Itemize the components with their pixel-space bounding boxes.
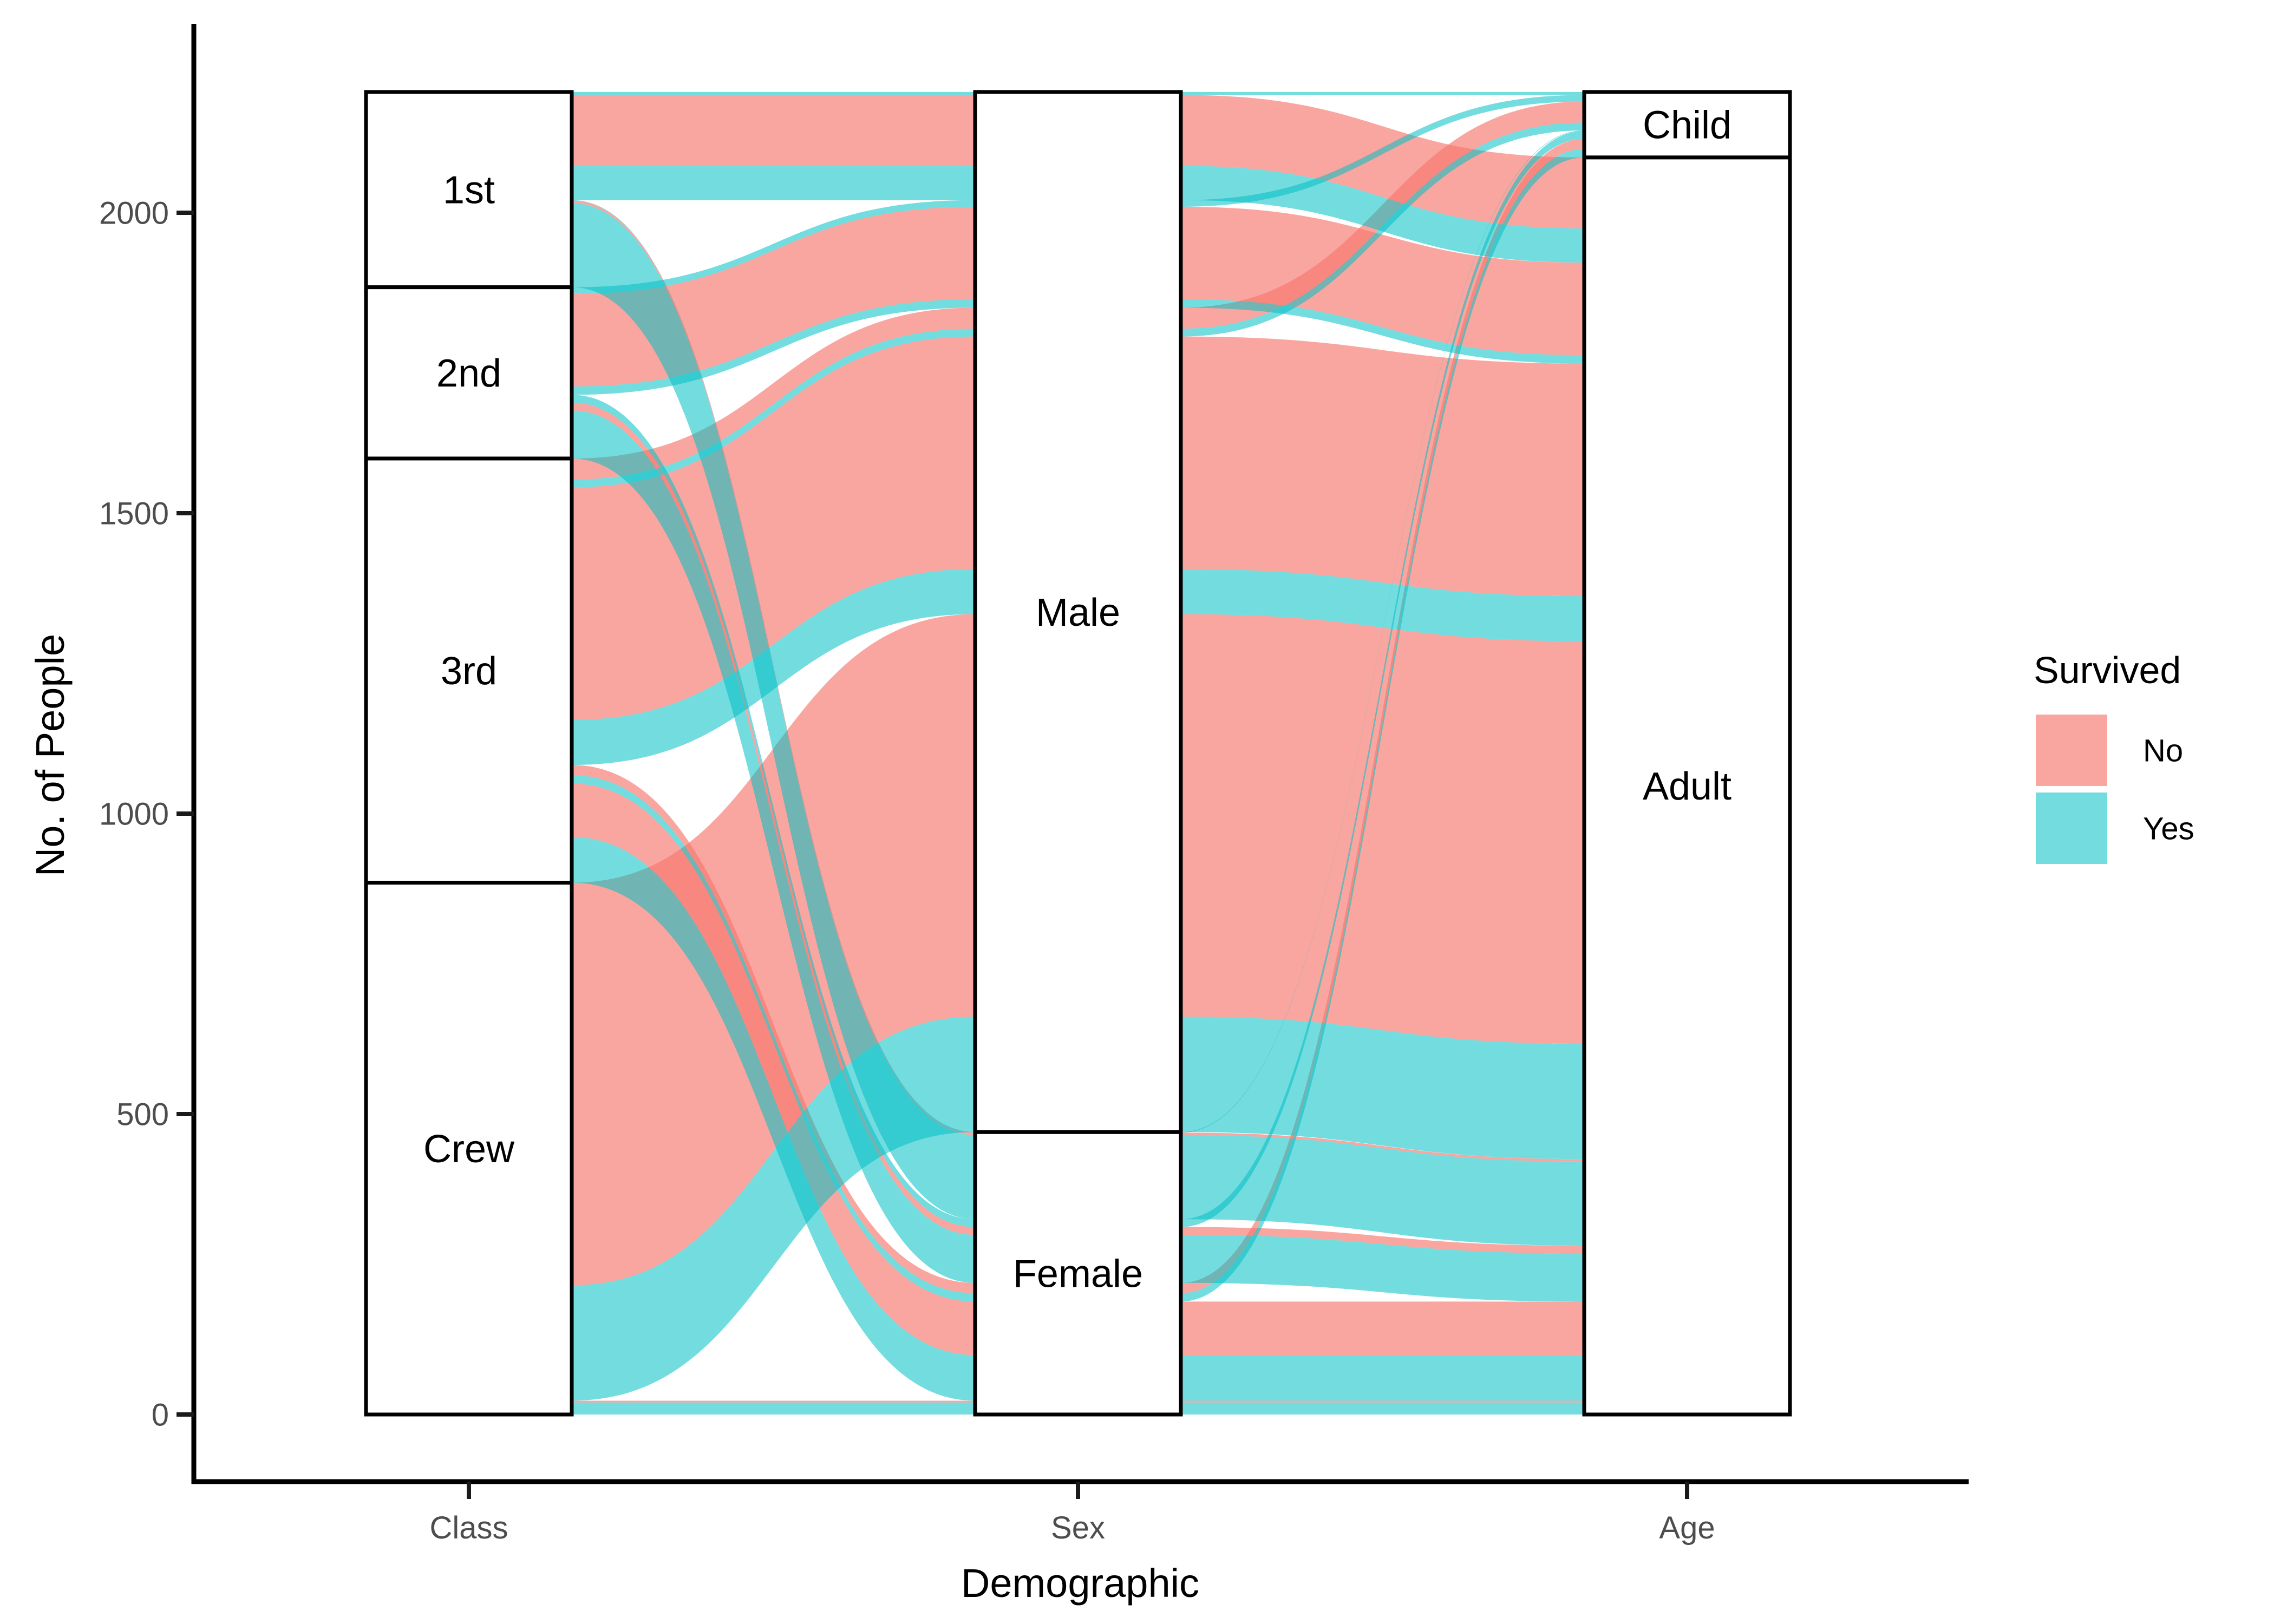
- y-tick-label-1500: 1500: [99, 496, 169, 531]
- y-axis-title: No. of People: [28, 634, 73, 876]
- flow-1st-male-child-yes-segment1: [572, 91, 975, 95]
- flow-2nd-female-adult-yes-segment2: [1181, 1235, 1584, 1302]
- flow-2nd-female-adult-yes-segment1: [572, 410, 975, 1283]
- flow-3rd-female-adult-yes-segment2: [1181, 1355, 1584, 1401]
- flow-1st-male-child-yes-segment2: [1181, 91, 1584, 95]
- flow-1st-female-child-yes-segment2: [1181, 130, 1584, 1133]
- flow-crew-female-adult-no-segment2: [1181, 1400, 1584, 1403]
- stratum-label-adult: Adult: [1643, 765, 1731, 808]
- flow-2nd-male-child-yes-segment2: [1181, 95, 1584, 207]
- stratum-label-female: Female: [1013, 1252, 1143, 1295]
- flow-3rd-male-child-no-segment1: [572, 307, 975, 480]
- flow-crew-female-adult-yes-segment1: [572, 1402, 975, 1415]
- flow-2nd-male-child-yes-segment1: [572, 200, 975, 294]
- flow-2nd-female-adult-no-segment2: [1181, 1227, 1584, 1254]
- stratum-child: [1582, 90, 1792, 160]
- flow-3rd-male-adult-no-segment1: [572, 336, 975, 720]
- flow-1st-female-adult-no-segment2: [1181, 1132, 1584, 1162]
- y-tick-label-2000: 2000: [99, 195, 169, 231]
- stratum-label-2nd: 2nd: [436, 352, 501, 395]
- x-tick-label-class: Class: [429, 1510, 508, 1546]
- flow-1st-male-adult-no-segment1: [572, 95, 975, 166]
- y-tick-label-0: 0: [152, 1397, 169, 1432]
- flow-crew-male-adult-yes-segment2: [1181, 1017, 1584, 1160]
- stratum-crew: [364, 881, 574, 1417]
- flow-2nd-male-adult-yes-segment2: [1181, 299, 1584, 364]
- flow-3rd-male-adult-yes-segment1: [572, 569, 975, 765]
- legend-key-yes-swatch: [2036, 793, 2107, 864]
- stratum-3rd: [364, 456, 574, 885]
- x-axis-ticks: Class Sex Age: [429, 1482, 1715, 1546]
- x-axis-title: Demographic: [961, 1561, 1199, 1606]
- flow-crew-male-adult-no-segment1: [572, 614, 975, 1286]
- flow-3rd-male-adult-yes-segment2: [1181, 569, 1584, 641]
- flow-crew-male-adult-no-segment2: [1181, 614, 1584, 1044]
- flow-3rd-male-adult-no-segment2: [1181, 336, 1584, 597]
- stratum-adult: [1582, 155, 1792, 1417]
- stratum-label-crew: Crew: [423, 1128, 515, 1171]
- flow-3rd-female-child-yes-segment1: [572, 775, 975, 1302]
- legend-label-no: No: [2143, 733, 2183, 768]
- legend-title: Survived: [2034, 649, 2181, 691]
- y-tick-label-1000: 1000: [99, 796, 169, 831]
- flow-crew-male-adult-yes-segment1: [572, 1017, 975, 1401]
- flow-1st-male-adult-yes-segment1: [572, 166, 975, 200]
- y-axis-ticks: 0 500 1000 1500 2000: [99, 195, 194, 1432]
- stratum-label-3rd: 3rd: [441, 650, 497, 693]
- flows-layer: [572, 91, 1584, 1415]
- y-tick-label-500: 500: [116, 1097, 169, 1132]
- flow-crew-female-adult-no-segment1: [572, 1400, 975, 1403]
- legend-key-no-swatch: [2036, 715, 2107, 786]
- flow-2nd-female-child-yes-segment2: [1181, 131, 1584, 1227]
- flow-3rd-female-adult-yes-segment1: [572, 837, 975, 1401]
- flow-crew-female-adult-yes-segment2: [1181, 1402, 1584, 1415]
- stratum-2nd: [364, 285, 574, 461]
- flow-1st-male-adult-no-segment2: [1181, 95, 1584, 228]
- flow-3rd-female-child-yes-segment2: [1181, 149, 1584, 1302]
- flow-3rd-female-adult-no-segment2: [1181, 1301, 1584, 1355]
- stratum-male: [973, 90, 1183, 1134]
- flow-1st-female-adult-yes-segment1: [572, 203, 975, 1220]
- flow-2nd-male-adult-yes-segment1: [572, 299, 975, 395]
- flow-3rd-male-child-yes-segment1: [572, 329, 975, 488]
- x-tick-label-sex: Sex: [1051, 1510, 1105, 1546]
- flow-2nd-female-child-yes-segment1: [572, 395, 975, 1227]
- stratum-female: [973, 1130, 1183, 1417]
- legend: Survived No Yes: [2034, 649, 2194, 864]
- flow-1st-female-adult-yes-segment2: [1181, 1135, 1584, 1246]
- flow-2nd-male-adult-no-segment2: [1181, 206, 1584, 356]
- stratum-label-male: Male: [1036, 591, 1120, 634]
- strata-layer: 1st 2nd 3rd Crew Male Female Child Adult: [364, 90, 1792, 1417]
- flow-3rd-male-child-yes-segment2: [1181, 122, 1584, 337]
- x-tick-label-age: Age: [1659, 1510, 1715, 1546]
- legend-label-yes: Yes: [2143, 811, 2194, 846]
- stratum-label-child: Child: [1643, 104, 1731, 147]
- stratum-label-1st: 1st: [443, 168, 495, 212]
